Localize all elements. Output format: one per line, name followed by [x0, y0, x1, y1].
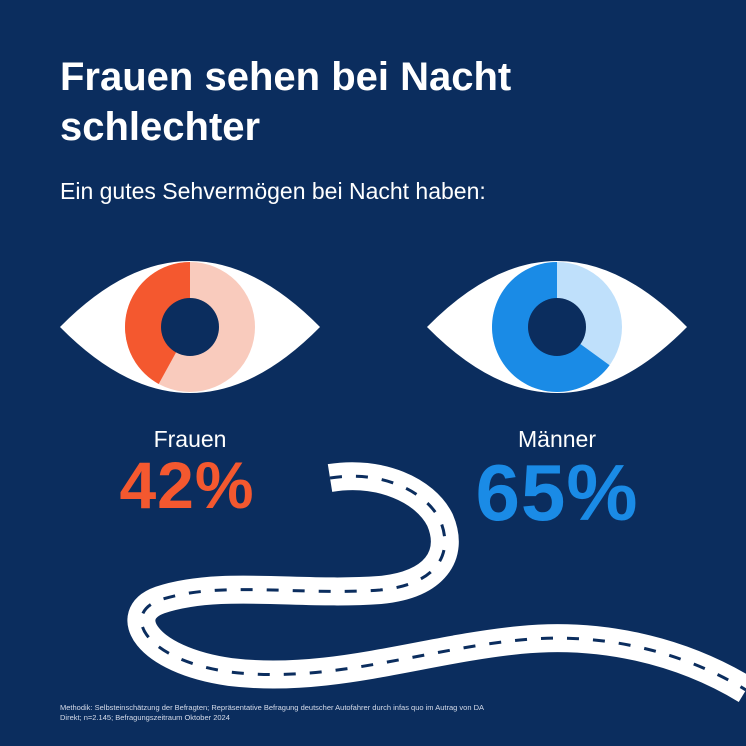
frauen-slice-value: [125, 262, 190, 384]
page-title: Frauen sehen bei Nacht schlechter: [60, 55, 512, 149]
maenner-label: Männer: [518, 426, 596, 452]
subtitle: Ein gutes Sehvermögen bei Nacht haben:: [60, 178, 486, 204]
eye-icon-frauen: [60, 261, 320, 393]
eye-icon-maenner: [427, 261, 687, 393]
maenner-value-label: 65%: [475, 448, 639, 537]
frauen-value-label: 42%: [119, 448, 255, 522]
frauen-label: Frauen: [153, 426, 227, 452]
methodology-footnote: Methodik: Selbsteinschätzung der Befragt…: [60, 703, 484, 722]
road-icon: [127, 462, 746, 703]
